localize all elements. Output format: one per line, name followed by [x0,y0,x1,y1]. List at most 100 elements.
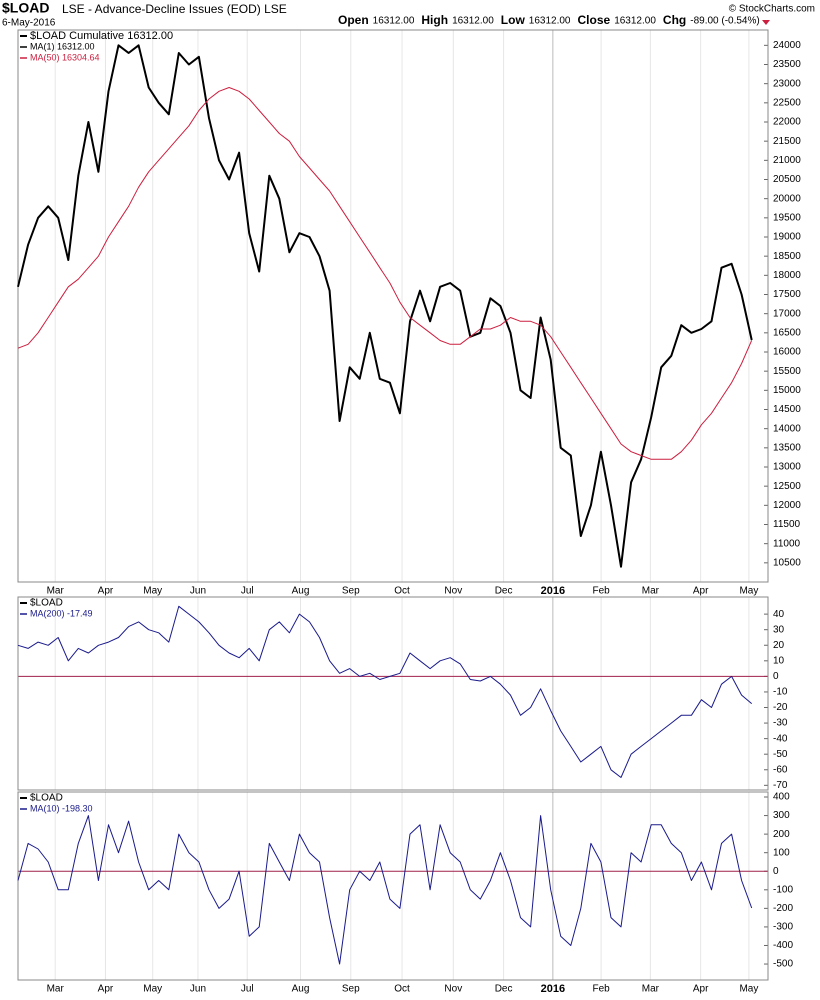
y-tick-label: 22500 [773,97,801,108]
x-tick-label: Mar [642,984,660,995]
date: 6-May-2016 [2,18,56,29]
x-tick-label: Jun [190,586,206,597]
y-tick-label: 17500 [773,289,801,300]
y-tick-label: 23000 [773,78,801,89]
quote-label: Low [501,13,526,27]
y-tick-label: 100 [773,847,790,858]
y-tick-label: 22000 [773,117,801,128]
y-tick-label: -300 [773,922,793,933]
y-tick-label: 11000 [773,538,801,549]
y-tick-label: 400 [773,792,790,803]
quote-label: Open [338,13,369,27]
quote-label: Close [578,13,611,27]
x-tick-label: Jul [241,586,254,597]
x-tick-label: Mar [47,984,65,995]
x-tick-label: Jun [190,984,206,995]
description: LSE - Advance-Decline Issues (EOD) LSE [62,2,287,16]
y-tick-label: -100 [773,884,793,895]
series-line [17,815,753,965]
x-tick-label: Aug [292,586,310,597]
x-tick-label: 2016 [541,585,565,597]
series-line [17,44,753,568]
x-tick-label: May [143,984,162,995]
x-tick-label: Mar [642,586,660,597]
y-tick-label: 20 [773,640,785,651]
y-tick-label: -70 [773,780,788,791]
panel-border [17,29,769,583]
y-tick-label: -60 [773,764,788,775]
y-tick-label: 16000 [773,347,801,358]
y-tick-label: 24000 [773,40,801,51]
x-tick-label: Nov [444,984,462,995]
y-tick-label: 19000 [773,232,801,243]
x-tick-label: May [739,984,758,995]
y-tick-label: -50 [773,749,788,760]
quote-value: 16312.00 [373,16,415,27]
x-tick-label: Aug [292,984,310,995]
x-tick-label: Dec [495,984,513,995]
y-tick-label: 19500 [773,212,801,223]
y-tick-label: 30 [773,624,785,635]
x-tick-label: Apr [98,586,114,597]
y-tick-label: 23500 [773,59,801,70]
y-tick-label: 17000 [773,308,801,319]
x-tick-label: Feb [592,586,610,597]
y-tick-label: 0 [773,866,779,877]
x-tick-label: Sep [342,586,360,597]
y-tick-label: 14500 [773,404,801,415]
y-tick-label: 12000 [773,500,801,511]
y-tick-label: 16500 [773,327,801,338]
x-tick-label: Apr [693,984,709,995]
x-tick-label: Dec [495,586,513,597]
y-tick-label: 15500 [773,366,801,377]
y-tick-label: -20 [773,702,788,713]
legend-label: MA(1) 16312.00 [30,41,95,51]
x-tick-label: Mar [47,586,65,597]
x-tick-label: 2016 [541,983,565,995]
x-tick-label: Jul [241,984,254,995]
panel-title: $LOAD [30,598,63,609]
quote-label: High [421,13,448,27]
y-tick-label: 10500 [773,557,801,568]
quote: Open 16312.00 High 16312.00 Low 16312.00 Close… [338,13,760,27]
y-tick-label: 20000 [773,193,801,204]
y-tick-label: 300 [773,810,790,821]
y-tick-label: -30 [773,718,788,729]
quote-label: Chg [663,13,686,27]
symbol: $LOAD [2,0,49,16]
y-tick-label: 200 [773,829,790,840]
x-tick-label: Oct [394,586,410,597]
credit: © StockCharts.com [729,4,815,15]
y-tick-label: 21000 [773,155,801,166]
y-tick-label: 13500 [773,442,801,453]
x-tick-label: Oct [394,984,410,995]
x-tick-label: Nov [444,586,462,597]
legend-label: MA(200) -17.49 [30,608,93,618]
y-tick-label: -500 [773,959,793,970]
x-tick-label: May [143,586,162,597]
panel-border [17,791,769,981]
x-tick-label: Feb [592,984,610,995]
x-tick-label: Sep [342,984,360,995]
down-arrow [762,20,770,25]
quote-value: -89.00 (-0.54%) [690,16,759,27]
y-tick-label: 10 [773,655,785,666]
y-tick-label: -40 [773,733,788,744]
quote-value: 16312.00 [529,16,571,27]
x-tick-label: Apr [98,984,114,995]
y-tick-label: 20500 [773,174,801,185]
quote-value: 16312.00 [614,16,656,27]
y-tick-label: 0 [773,671,779,682]
y-tick-label: 12500 [773,481,801,492]
y-tick-label: 11500 [773,519,801,530]
panel-border [17,596,769,791]
y-tick-label: 21500 [773,136,801,147]
legend-label: MA(50) 16304.64 [30,52,100,62]
series-line [17,87,753,460]
panel-title: $LOAD [30,793,63,804]
x-tick-label: May [739,586,758,597]
y-tick-label: -200 [773,903,793,914]
legend-label: MA(10) -198.30 [30,803,93,813]
y-tick-label: -400 [773,940,793,951]
